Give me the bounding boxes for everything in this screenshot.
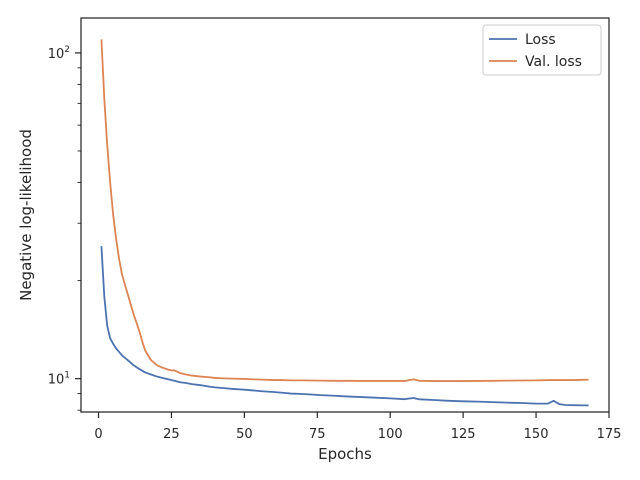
x-tick-label: 0: [94, 427, 102, 442]
x-tick-label: 125: [451, 427, 476, 442]
y-axis-title: Negative log-likelihood: [17, 129, 35, 301]
ticks-layer: 0 25 50 75 100 125 150 175 101 102: [48, 45, 622, 442]
x-tick-label: 100: [378, 427, 403, 442]
plot-frame: [80, 17, 610, 413]
legend-label: Val. loss: [525, 54, 582, 70]
y-tick-label: 102: [48, 45, 70, 62]
legend-label: Loss: [525, 32, 556, 48]
series-line-val-loss: [100, 39, 589, 382]
legend-box: [482, 24, 602, 76]
x-tick-label: 50: [236, 427, 253, 442]
y-tick-label: 101: [48, 371, 70, 388]
x-tick-label: 25: [163, 427, 180, 442]
series-line-loss: [100, 246, 589, 407]
x-tick-label: 150: [524, 427, 549, 442]
x-tick-label: 175: [597, 427, 622, 442]
series-layer: [100, 39, 589, 407]
x-tick-label: 75: [309, 427, 326, 442]
x-axis-title: Epochs: [318, 445, 372, 463]
legend: Loss Val. loss: [482, 24, 602, 76]
